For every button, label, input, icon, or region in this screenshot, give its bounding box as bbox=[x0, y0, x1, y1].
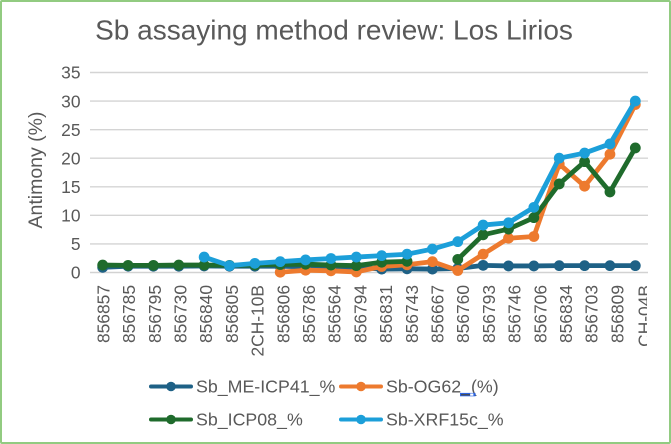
svg-text:CH-04B: CH-04B bbox=[635, 285, 655, 347]
svg-text:856760: 856760 bbox=[453, 285, 473, 343]
svg-text:Sb-OG62_(%): Sb-OG62_(%) bbox=[386, 377, 499, 398]
svg-text:856805: 856805 bbox=[222, 285, 242, 343]
svg-text:856794: 856794 bbox=[350, 285, 370, 343]
svg-text:856667: 856667 bbox=[428, 285, 448, 343]
svg-text:856743: 856743 bbox=[402, 285, 422, 343]
svg-text:Sb_ME-ICP41_%: Sb_ME-ICP41_% bbox=[196, 377, 336, 398]
svg-text:856564: 856564 bbox=[325, 285, 345, 343]
svg-text:856831: 856831 bbox=[376, 285, 396, 343]
svg-text:856795: 856795 bbox=[145, 285, 165, 343]
svg-text:2CH-10B: 2CH-10B bbox=[248, 285, 268, 357]
svg-text:15: 15 bbox=[61, 177, 80, 197]
svg-text:25: 25 bbox=[61, 120, 80, 140]
svg-text:856834: 856834 bbox=[556, 285, 576, 343]
svg-text:856785: 856785 bbox=[119, 285, 139, 343]
svg-text:30: 30 bbox=[61, 91, 80, 111]
svg-text:856857: 856857 bbox=[93, 285, 113, 343]
svg-text:856706: 856706 bbox=[530, 285, 550, 343]
svg-text:856793: 856793 bbox=[479, 285, 499, 343]
svg-text:Sb_ICP08_%: Sb_ICP08_% bbox=[196, 410, 303, 431]
svg-text:856806: 856806 bbox=[273, 285, 293, 343]
svg-text:856840: 856840 bbox=[196, 285, 216, 343]
svg-text:10: 10 bbox=[61, 206, 80, 226]
svg-text:5: 5 bbox=[71, 234, 81, 254]
svg-text:35: 35 bbox=[61, 63, 80, 83]
svg-text:856703: 856703 bbox=[582, 285, 602, 343]
svg-text:856730: 856730 bbox=[171, 285, 191, 343]
svg-text:20: 20 bbox=[61, 148, 80, 168]
svg-text:856809: 856809 bbox=[607, 285, 627, 343]
svg-text:Antimony (%): Antimony (%) bbox=[25, 111, 47, 228]
svg-text:Sb assaying method review: Los: Sb assaying method review: Los Lirios bbox=[95, 15, 573, 46]
svg-text:Sb-XRF15c_%: Sb-XRF15c_% bbox=[386, 410, 504, 431]
svg-text:0: 0 bbox=[71, 263, 81, 283]
svg-text:856786: 856786 bbox=[299, 285, 319, 343]
svg-text:856746: 856746 bbox=[505, 285, 525, 343]
